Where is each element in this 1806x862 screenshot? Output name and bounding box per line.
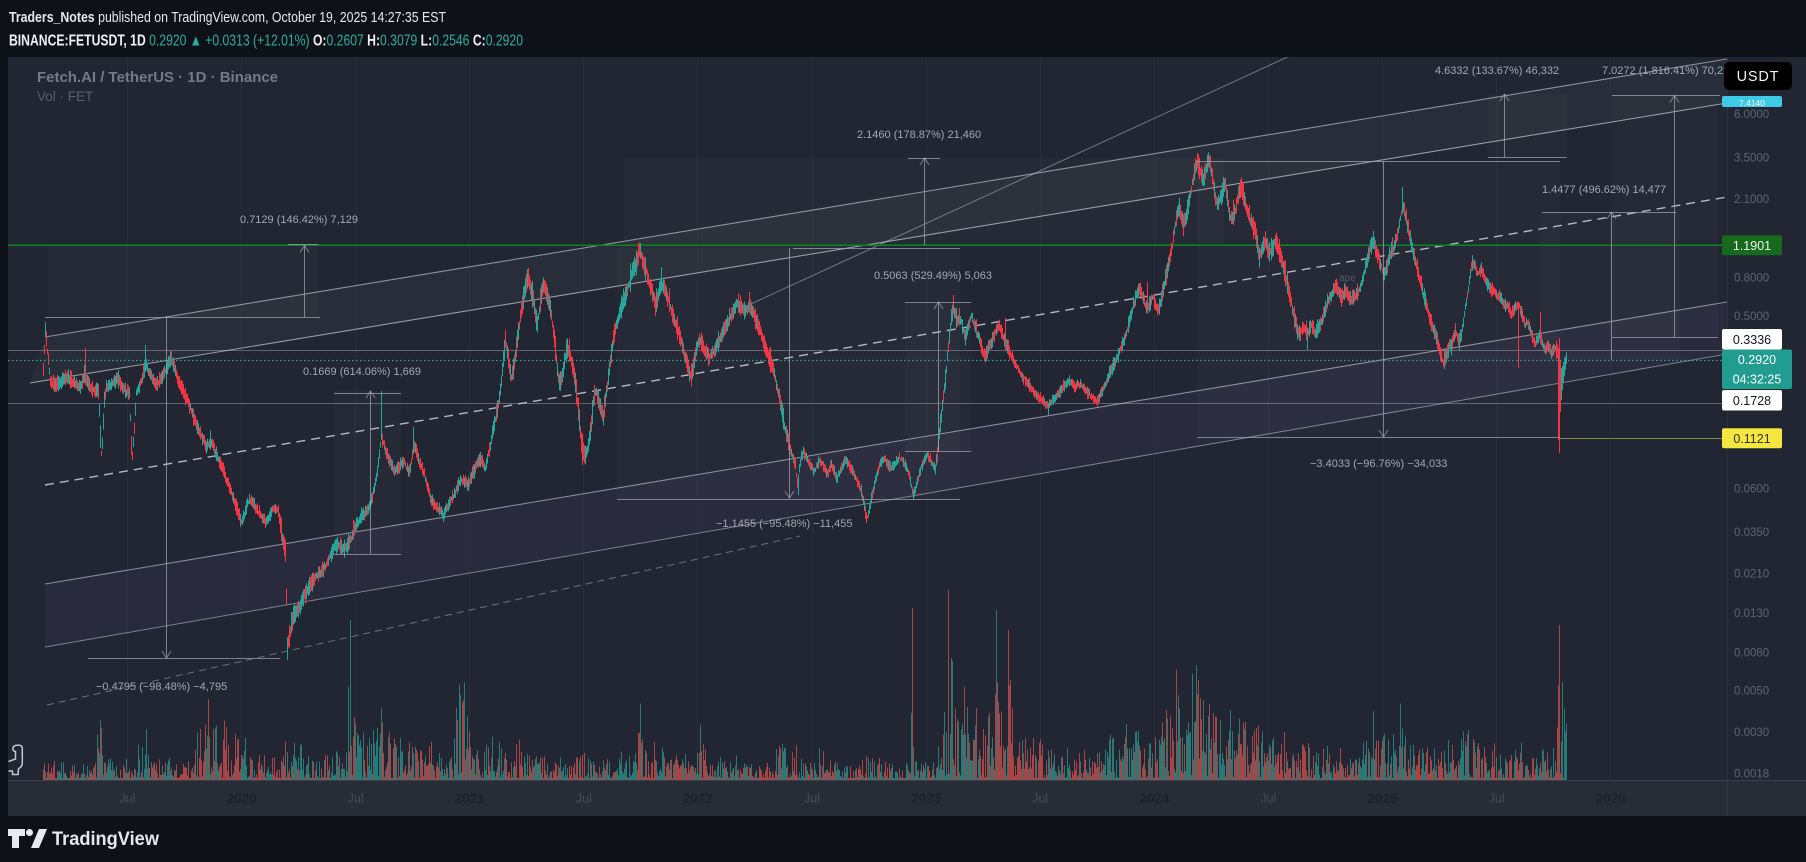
svg-text:2022: 2022 <box>683 791 713 806</box>
svg-text:0.0030: 0.0030 <box>1734 727 1769 739</box>
svg-text:0.1728: 0.1728 <box>1733 394 1771 408</box>
svg-text:Fetch.AI / TetherUS · 1D · Bin: Fetch.AI / TetherUS · 1D · Binance <box>37 70 278 86</box>
svg-text:2021: 2021 <box>455 791 486 806</box>
svg-text:04:32:25: 04:32:25 <box>1733 373 1782 387</box>
svg-text:0.0080: 0.0080 <box>1734 647 1769 659</box>
svg-text:−3.4033 (−96.76%) −34,033: −3.4033 (−96.76%) −34,033 <box>1310 458 1447 470</box>
svg-text:Jul: Jul <box>1032 792 1048 806</box>
svg-text:3.5000: 3.5000 <box>1734 153 1769 165</box>
svg-text:0.0050: 0.0050 <box>1734 685 1769 697</box>
svg-text:0.7129 (146.42%) 7,129: 0.7129 (146.42%) 7,129 <box>240 214 358 226</box>
svg-text:2024: 2024 <box>1139 791 1170 806</box>
svg-text:Jul: Jul <box>804 792 820 806</box>
svg-text:ape: ape <box>1339 273 1356 284</box>
svg-text:Vol · FET: Vol · FET <box>37 89 93 104</box>
svg-text:Jul: Jul <box>348 792 364 806</box>
svg-text:Jul: Jul <box>1260 792 1276 806</box>
svg-text:0.0018: 0.0018 <box>1734 769 1769 781</box>
svg-text:TradingView: TradingView <box>52 829 159 850</box>
svg-text:2023: 2023 <box>911 791 942 806</box>
svg-text:Traders_Notes published on Tra: Traders_Notes published on TradingView.c… <box>9 10 446 26</box>
svg-text:0.0600: 0.0600 <box>1734 483 1769 495</box>
svg-text:0.0210: 0.0210 <box>1734 569 1769 581</box>
svg-text:0.5000: 0.5000 <box>1734 311 1769 323</box>
svg-text:BINANCE:FETUSDT, 1D 0.2920 ▲ +: BINANCE:FETUSDT, 1D 0.2920 ▲ +0.0313 (+1… <box>9 33 523 50</box>
svg-text:0.2920: 0.2920 <box>1738 353 1776 367</box>
svg-text:0.1121: 0.1121 <box>1733 432 1770 446</box>
svg-text:USDT: USDT <box>1737 69 1780 85</box>
svg-text:−1.1455 (−95.48%) −11,455: −1.1455 (−95.48%) −11,455 <box>716 518 853 530</box>
svg-text:Jul: Jul <box>119 792 135 806</box>
svg-text:4.6332 (133.67%) 46,332: 4.6332 (133.67%) 46,332 <box>1435 65 1559 77</box>
svg-text:Jul: Jul <box>576 792 592 806</box>
svg-text:Jul: Jul <box>1489 792 1505 806</box>
svg-text:6.0000: 6.0000 <box>1734 109 1769 121</box>
svg-text:0.5063 (529.49%) 5,063: 0.5063 (529.49%) 5,063 <box>874 270 992 282</box>
svg-text:1.1901: 1.1901 <box>1733 239 1771 253</box>
svg-text:7.4140: 7.4140 <box>1739 98 1765 108</box>
svg-text:2.1460 (178.87%) 21,460: 2.1460 (178.87%) 21,460 <box>857 129 981 141</box>
svg-text:0.1669 (614.06%) 1,669: 0.1669 (614.06%) 1,669 <box>303 366 421 378</box>
svg-text:0.0350: 0.0350 <box>1734 527 1769 539</box>
svg-text:2026: 2026 <box>1596 791 1627 806</box>
svg-text:0.0130: 0.0130 <box>1734 608 1769 620</box>
svg-text:2020: 2020 <box>226 791 256 806</box>
svg-text:7.0272 (1,816.41%) 70,272: 7.0272 (1,816.41%) 70,272 <box>1602 65 1735 77</box>
svg-text:−0.4795 (−98.48%) −4,795: −0.4795 (−98.48%) −4,795 <box>96 681 227 693</box>
svg-text:0.3336: 0.3336 <box>1733 333 1771 347</box>
svg-text:0.8000: 0.8000 <box>1734 273 1769 285</box>
svg-text:1.4477 (496.62%) 14,477: 1.4477 (496.62%) 14,477 <box>1542 184 1666 196</box>
svg-text:2.1000: 2.1000 <box>1734 194 1769 206</box>
svg-text:2025: 2025 <box>1367 791 1398 806</box>
